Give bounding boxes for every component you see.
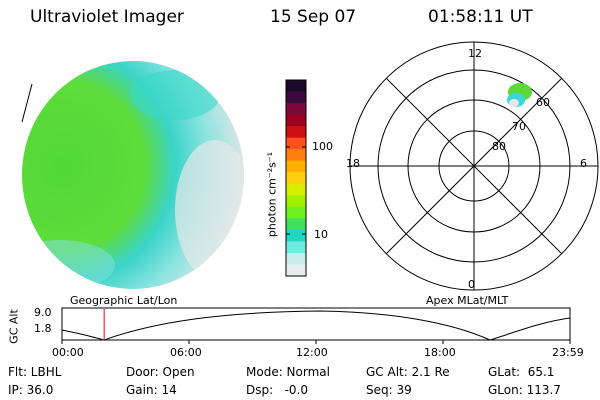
status-seq: Seq: 39 xyxy=(366,383,412,397)
colorbar-segment xyxy=(286,126,306,139)
colorbar-segment xyxy=(286,183,306,196)
colorbar-segment xyxy=(286,252,306,265)
colorbar-segment xyxy=(286,241,306,254)
mlt-label-12: 12 xyxy=(468,47,482,60)
status-gain: Gain: 14 xyxy=(126,383,177,397)
colorbar-segment xyxy=(286,137,306,150)
colorbar-segment xyxy=(286,149,306,162)
colorbar-segment xyxy=(286,229,306,242)
instrument-title: Ultraviolet Imager xyxy=(30,7,184,27)
observation-time: 01:58:11 UT xyxy=(428,7,533,27)
status-dsp: Dsp: -0.0 xyxy=(246,383,309,397)
colorbar-segment xyxy=(286,80,306,93)
track-ytick-top: 9.0 xyxy=(34,306,52,319)
altitude-curve xyxy=(61,310,571,341)
colorbar-segment xyxy=(286,91,306,104)
track-ytick-bottom: 1.8 xyxy=(34,322,52,335)
lat-label-80: 80 xyxy=(492,140,506,153)
lat-label-70: 70 xyxy=(512,120,526,133)
colorbar-segment xyxy=(286,195,306,208)
colorbar-tick-10: 10 xyxy=(314,228,328,241)
colorbar-segment xyxy=(286,218,306,231)
colorbar-frame xyxy=(285,79,307,277)
track-title-right: Apex MLat/MLT xyxy=(426,294,509,307)
status-gc-alt: GC Alt: 2.1 Re xyxy=(366,365,450,379)
status-door: Door: Open xyxy=(126,365,195,379)
colorbar-segment xyxy=(286,264,306,277)
track-title-left: Geographic Lat/Lon xyxy=(70,294,178,307)
status-glon: GLon: 113.7 xyxy=(488,383,561,397)
colorbar-segment xyxy=(286,114,306,127)
status-mode: Mode: Normal xyxy=(246,365,330,379)
time-tick-1: 06:00 xyxy=(170,346,202,359)
mlt-label-0: 0 xyxy=(468,278,475,291)
time-tick-0: 00:00 xyxy=(52,346,84,359)
track-frame xyxy=(61,307,571,341)
status-ip: IP: 36.0 xyxy=(8,383,54,397)
colorbar-segment xyxy=(286,103,306,116)
time-tick-2: 12:00 xyxy=(296,346,328,359)
mlt-label-6: 6 xyxy=(580,157,587,170)
lat-label-60: 60 xyxy=(536,96,550,109)
time-tick-4: 23:59 xyxy=(552,346,584,359)
colorbar-segment xyxy=(286,160,306,173)
orientation-tick xyxy=(21,83,33,123)
mlt-label-18: 18 xyxy=(346,157,360,170)
polar-aurora-spot xyxy=(507,83,532,107)
colorbar-tick-100: 100 xyxy=(312,140,333,153)
colorbar-segment xyxy=(286,206,306,219)
status-glat: GLat: 65.1 xyxy=(488,365,555,379)
colorbar-segment xyxy=(286,172,306,185)
observation-date: 15 Sep 07 xyxy=(270,7,357,27)
status-filter: Flt: LBHL xyxy=(8,365,62,379)
time-tick-3: 18:00 xyxy=(424,346,456,359)
